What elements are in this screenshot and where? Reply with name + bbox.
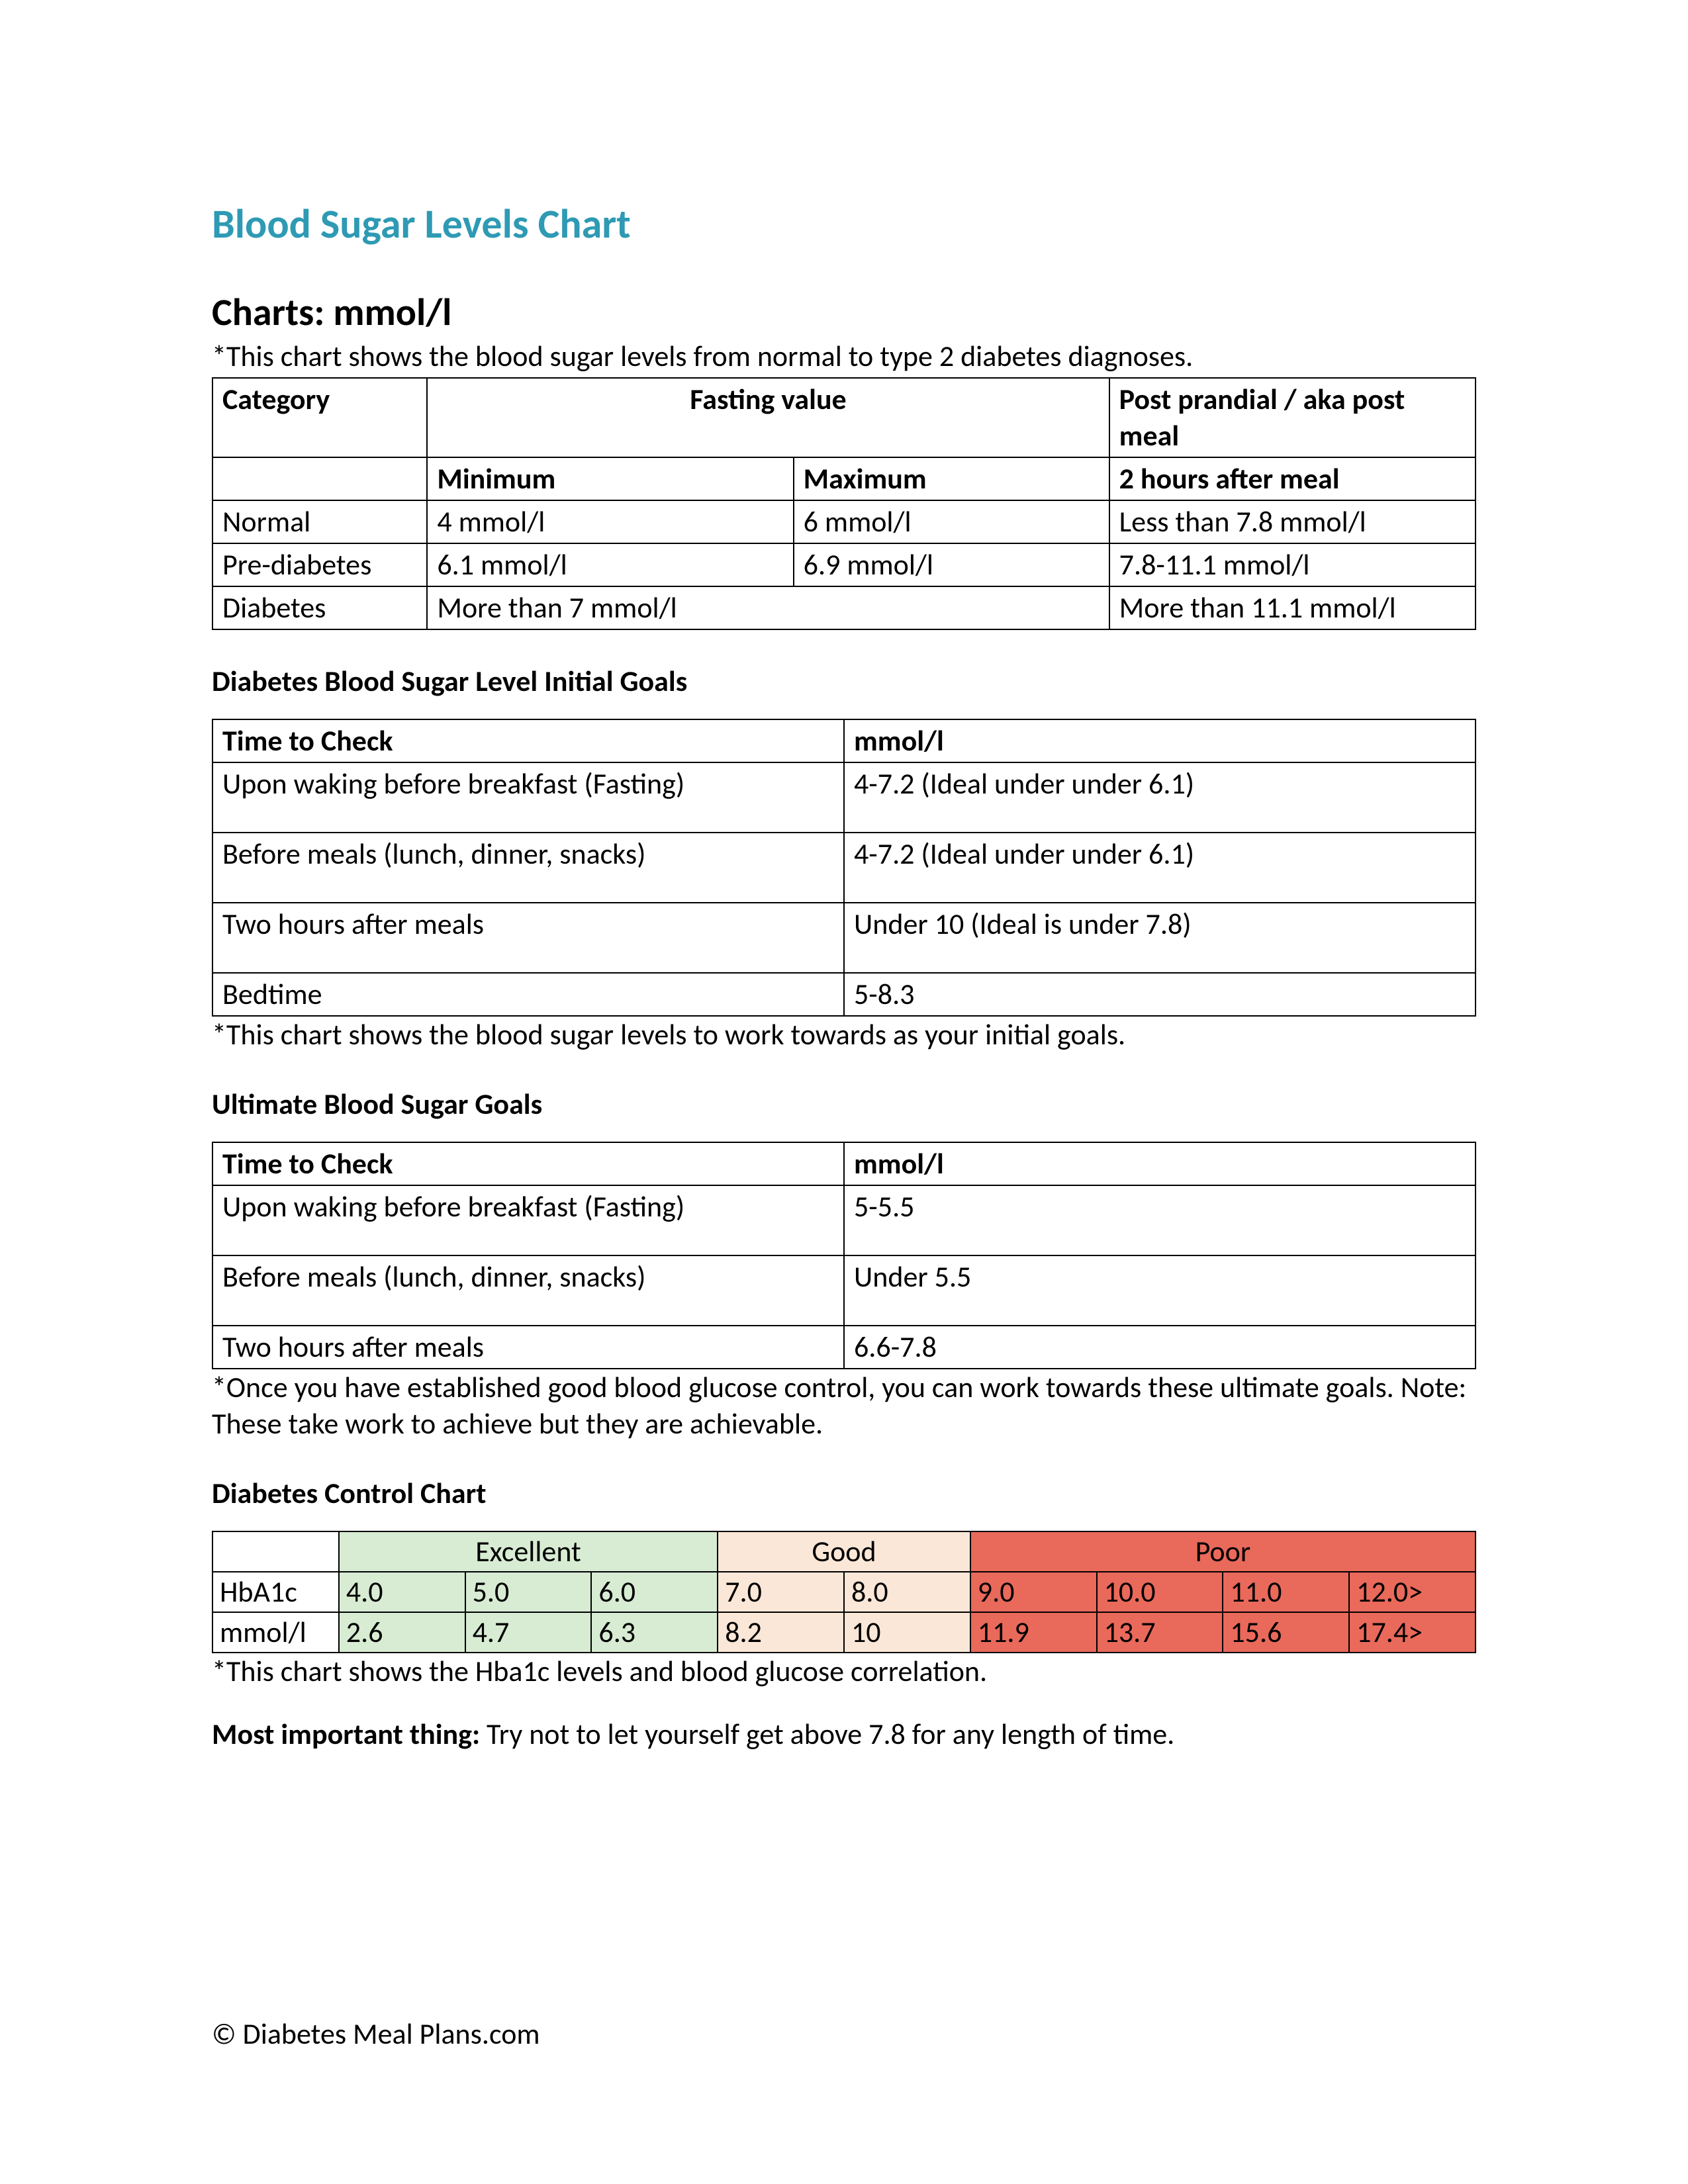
page: Blood Sugar Levels Chart Charts: mmol/l … <box>0 0 1688 2184</box>
cell: 8.2 <box>718 1612 844 1653</box>
col-time: Time to Check <box>212 1142 844 1185</box>
cell: 6 mmol/l <box>794 500 1109 543</box>
cell: 9.0 <box>970 1572 1097 1612</box>
cell: More than 7 mmol/l <box>427 586 1109 629</box>
cell: Less than 7.8 mmol/l <box>1109 500 1476 543</box>
cell: Two hours after meals <box>212 1326 844 1369</box>
table-row: Two hours after meals Under 10 (Ideal is… <box>212 903 1476 973</box>
page-title: Blood Sugar Levels Chart <box>212 199 1476 249</box>
cell: Before meals (lunch, dinner, snacks) <box>212 833 844 903</box>
cell: 6.1 mmol/l <box>427 543 793 586</box>
cell: Diabetes <box>212 586 427 629</box>
cell: 5-5.5 <box>844 1185 1476 1255</box>
cell: 4.7 <box>465 1612 592 1653</box>
cell: More than 11.1 mmol/l <box>1109 586 1476 629</box>
cell: Upon waking before breakfast (Fasting) <box>212 1185 844 1255</box>
table-header-row: Time to Check mmol/l <box>212 1142 1476 1185</box>
cell: 7.0 <box>718 1572 844 1612</box>
cell: 13.7 <box>1097 1612 1223 1653</box>
table-row: Upon waking before breakfast (Fasting) 5… <box>212 1185 1476 1255</box>
cell: 4 mmol/l <box>427 500 793 543</box>
cell: Pre-diabetes <box>212 543 427 586</box>
cell: Normal <box>212 500 427 543</box>
subhead-min: Minimum <box>427 457 793 500</box>
cell: 11.9 <box>970 1612 1097 1653</box>
table-subheader-row: Minimum Maximum 2 hours after meal <box>212 457 1476 500</box>
table-row: Before meals (lunch, dinner, snacks) 4-7… <box>212 833 1476 903</box>
band-excellent: Excellent <box>339 1531 718 1572</box>
cell: 12.0> <box>1349 1572 1476 1612</box>
table-header-row: Category Fasting value Post prandial / a… <box>212 378 1476 457</box>
table-header-row: Time to Check mmol/l <box>212 719 1476 762</box>
cell: 5.0 <box>465 1572 592 1612</box>
units-note: *This chart shows the blood sugar levels… <box>212 338 1476 375</box>
diagnosis-table: Category Fasting value Post prandial / a… <box>212 377 1476 630</box>
table-row: Upon waking before breakfast (Fasting) 4… <box>212 762 1476 833</box>
initial-goals-footnote: *This chart shows the blood sugar levels… <box>212 1017 1476 1053</box>
band-blank <box>212 1531 339 1572</box>
col-fasting: Fasting value <box>427 378 1109 457</box>
cell: 5-8.3 <box>844 973 1476 1016</box>
control-chart-heading: Diabetes Control Chart <box>212 1475 1476 1511</box>
units-heading: Charts: mmol/l <box>212 289 1476 336</box>
cell: Before meals (lunch, dinner, snacks) <box>212 1255 844 1326</box>
col-category: Category <box>212 378 427 457</box>
row-label: mmol/l <box>212 1612 339 1653</box>
important-label: Most important thing: <box>212 1716 480 1752</box>
table-row: Bedtime 5-8.3 <box>212 973 1476 1016</box>
cell: Under 5.5 <box>844 1255 1476 1326</box>
important-text: Try not to let yourself get above 7.8 fo… <box>480 1716 1174 1752</box>
cell: Upon waking before breakfast (Fasting) <box>212 762 844 833</box>
table-row: Normal 4 mmol/l 6 mmol/l Less than 7.8 m… <box>212 500 1476 543</box>
cell: 10.0 <box>1097 1572 1223 1612</box>
control-chart-footnote: *This chart shows the Hba1c levels and b… <box>212 1653 1476 1690</box>
cell: 15.6 <box>1223 1612 1349 1653</box>
cell: 6.9 mmol/l <box>794 543 1109 586</box>
cell: 7.8-11.1 mmol/l <box>1109 543 1476 586</box>
cell: 4-7.2 (Ideal under under 6.1) <box>844 762 1476 833</box>
ultimate-goals-table: Time to Check mmol/l Upon waking before … <box>212 1142 1476 1369</box>
cell: 11.0 <box>1223 1572 1349 1612</box>
initial-goals-table: Time to Check mmol/l Upon waking before … <box>212 719 1476 1017</box>
cell: 17.4> <box>1349 1612 1476 1653</box>
band-row: Excellent Good Poor <box>212 1531 1476 1572</box>
row-label: HbA1c <box>212 1572 339 1612</box>
col-mmol: mmol/l <box>844 719 1476 762</box>
table-row: Pre-diabetes 6.1 mmol/l 6.9 mmol/l 7.8-1… <box>212 543 1476 586</box>
mmol-row: mmol/l 2.6 4.7 6.3 8.2 10 11.9 13.7 15.6… <box>212 1612 1476 1653</box>
ultimate-goals-footnote: *Once you have established good blood gl… <box>212 1369 1476 1442</box>
ultimate-goals-heading: Ultimate Blood Sugar Goals <box>212 1086 1476 1122</box>
cell: 6.0 <box>591 1572 718 1612</box>
initial-goals-heading: Diabetes Blood Sugar Level Initial Goals <box>212 663 1476 699</box>
subhead-2h: 2 hours after meal <box>1109 457 1476 500</box>
hba1c-row: HbA1c 4.0 5.0 6.0 7.0 8.0 9.0 10.0 11.0 … <box>212 1572 1476 1612</box>
cell: 4.0 <box>339 1572 465 1612</box>
cell: 6.6-7.8 <box>844 1326 1476 1369</box>
band-good: Good <box>718 1531 970 1572</box>
important-note: Most important thing: Try not to let you… <box>212 1716 1476 1752</box>
cell: 6.3 <box>591 1612 718 1653</box>
table-row: Before meals (lunch, dinner, snacks) Und… <box>212 1255 1476 1326</box>
col-time: Time to Check <box>212 719 844 762</box>
band-poor: Poor <box>970 1531 1476 1572</box>
cell: 8.0 <box>844 1572 970 1612</box>
col-post-prandial: Post prandial / aka post meal <box>1109 378 1476 457</box>
cell: Two hours after meals <box>212 903 844 973</box>
cell: 10 <box>844 1612 970 1653</box>
col-mmol: mmol/l <box>844 1142 1476 1185</box>
control-chart-table: Excellent Good Poor HbA1c 4.0 5.0 6.0 7.… <box>212 1531 1476 1653</box>
subhead-blank <box>212 457 427 500</box>
table-row: Two hours after meals 6.6-7.8 <box>212 1326 1476 1369</box>
subhead-max: Maximum <box>794 457 1109 500</box>
cell: 4-7.2 (Ideal under under 6.1) <box>844 833 1476 903</box>
footer-copyright: © Diabetes Meal Plans.com <box>212 2016 540 2052</box>
cell: 2.6 <box>339 1612 465 1653</box>
cell: Bedtime <box>212 973 844 1016</box>
cell: Under 10 (Ideal is under 7.8) <box>844 903 1476 973</box>
table-row: Diabetes More than 7 mmol/l More than 11… <box>212 586 1476 629</box>
